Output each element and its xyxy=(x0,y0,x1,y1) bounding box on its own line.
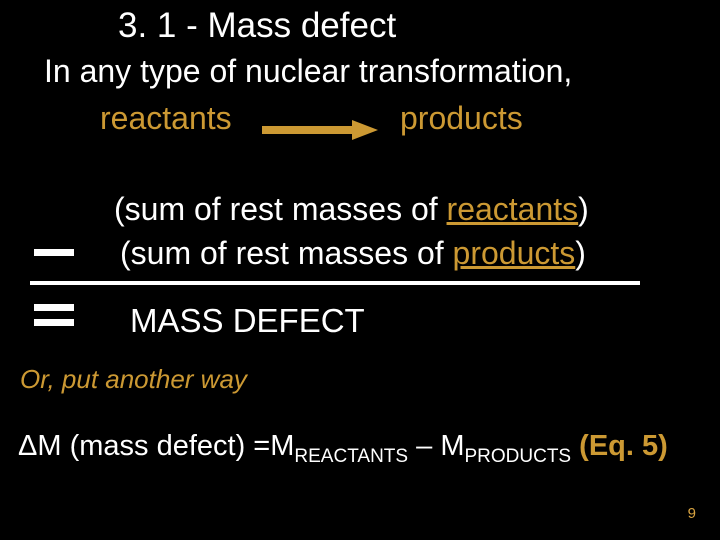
products-label: products xyxy=(400,100,523,137)
sum-products-pre: (sum of rest masses of xyxy=(120,235,453,271)
equation-line: ΔM (mass defect) =MREACTANTS – MPRODUCTS… xyxy=(18,430,668,468)
eq-space xyxy=(571,430,579,462)
delta-symbol: Δ xyxy=(18,430,37,462)
or-put-label: Or, put another way xyxy=(20,364,247,395)
sum-reactants-post: ) xyxy=(578,191,589,227)
sum-products-post: ) xyxy=(575,235,586,271)
eq-number: (Eq. 5) xyxy=(579,430,668,462)
sum-reactants-pre: (sum of rest masses of xyxy=(114,191,447,227)
intro-line: In any type of nuclear transformation, xyxy=(44,53,572,90)
eq-mid: – M xyxy=(408,430,464,462)
reactants-underline: reactants xyxy=(447,191,579,227)
eq-sub-reactants: REACTANTS xyxy=(294,446,408,467)
reactants-label: reactants xyxy=(100,100,232,137)
sum-reactants-line: (sum of rest masses of reactants) xyxy=(114,191,589,228)
slide-title: 3. 1 - Mass defect xyxy=(118,6,396,46)
mass-defect-label: MASS DEFECT xyxy=(130,302,365,340)
sum-products-line: (sum of rest masses of products) xyxy=(120,235,586,272)
division-line xyxy=(30,281,640,285)
equals-icon xyxy=(30,300,80,330)
slide: 3. 1 - Mass defect In any type of nuclea… xyxy=(0,0,720,540)
eq-lhs: M (mass defect) =M xyxy=(37,430,294,462)
products-underline: products xyxy=(453,235,576,271)
eq-sub-products: PRODUCTS xyxy=(464,446,571,467)
arrow-icon xyxy=(260,118,380,142)
page-number: 9 xyxy=(688,505,696,522)
minus-icon xyxy=(30,243,80,263)
